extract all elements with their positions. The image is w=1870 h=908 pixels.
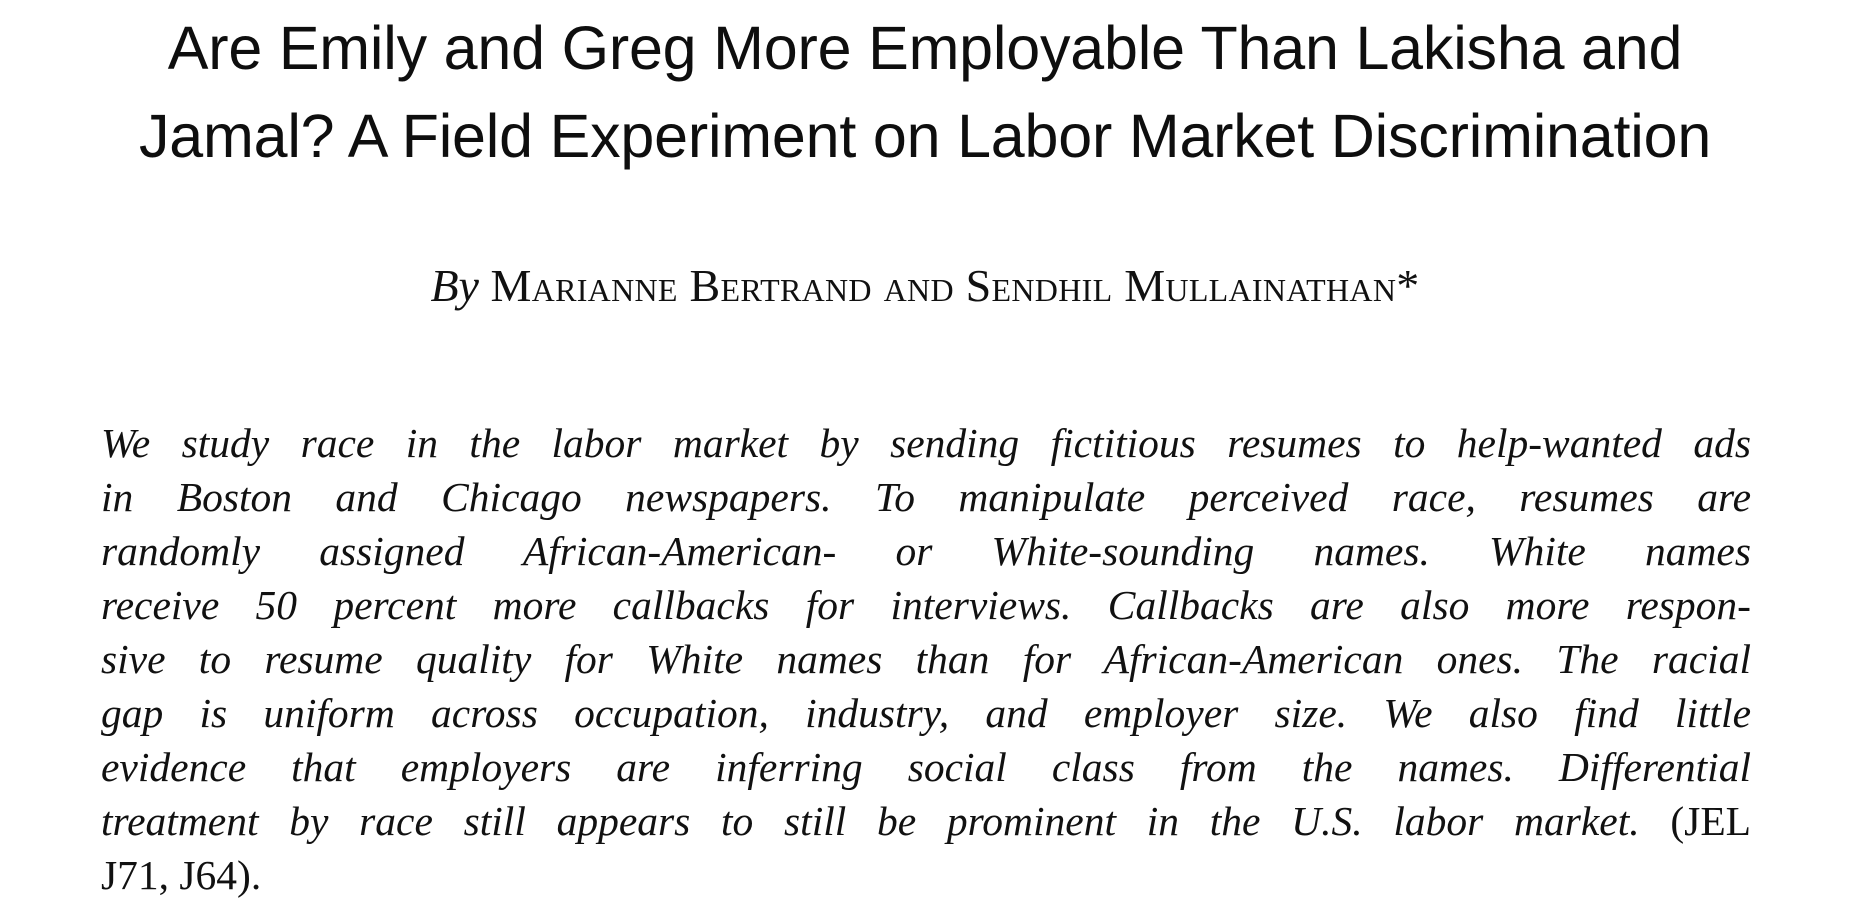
jel-codes: J71, J64). <box>101 852 262 898</box>
abstract-line: gap is uniform across occupation, indust… <box>101 690 1751 736</box>
byline-authors: Marianne Bertrand and Sendhil Mullainath… <box>490 260 1420 311</box>
title-line-1: Are Emily and Greg More Employable Than … <box>167 14 1683 82</box>
abstract-line: randomly assigned African-American- or W… <box>101 528 1751 574</box>
title-line-2: Jamal? A Field Experiment on Labor Marke… <box>138 102 1712 170</box>
abstract: We study race in the labor market by sen… <box>101 416 1751 902</box>
abstract-line: We study race in the labor market by sen… <box>101 420 1751 466</box>
abstract-line: evidence that employers are inferring so… <box>101 744 1751 790</box>
byline-by: By <box>430 260 479 311</box>
abstract-line-text: treatment by race still appears to still… <box>101 798 1640 844</box>
abstract-line: in Boston and Chicago newspapers. To man… <box>101 474 1751 520</box>
jel-label: (JEL <box>1670 798 1752 844</box>
author-byline: By Marianne Bertrand and Sendhil Mullain… <box>0 258 1850 314</box>
abstract-line: sive to resume quality for White names t… <box>101 636 1751 682</box>
abstract-line: receive 50 percent more callbacks for in… <box>101 582 1751 628</box>
abstract-line-with-jel: treatment by race still appears to still… <box>101 794 1751 848</box>
paper-title: Are Emily and Greg More Employable Than … <box>0 4 1850 180</box>
